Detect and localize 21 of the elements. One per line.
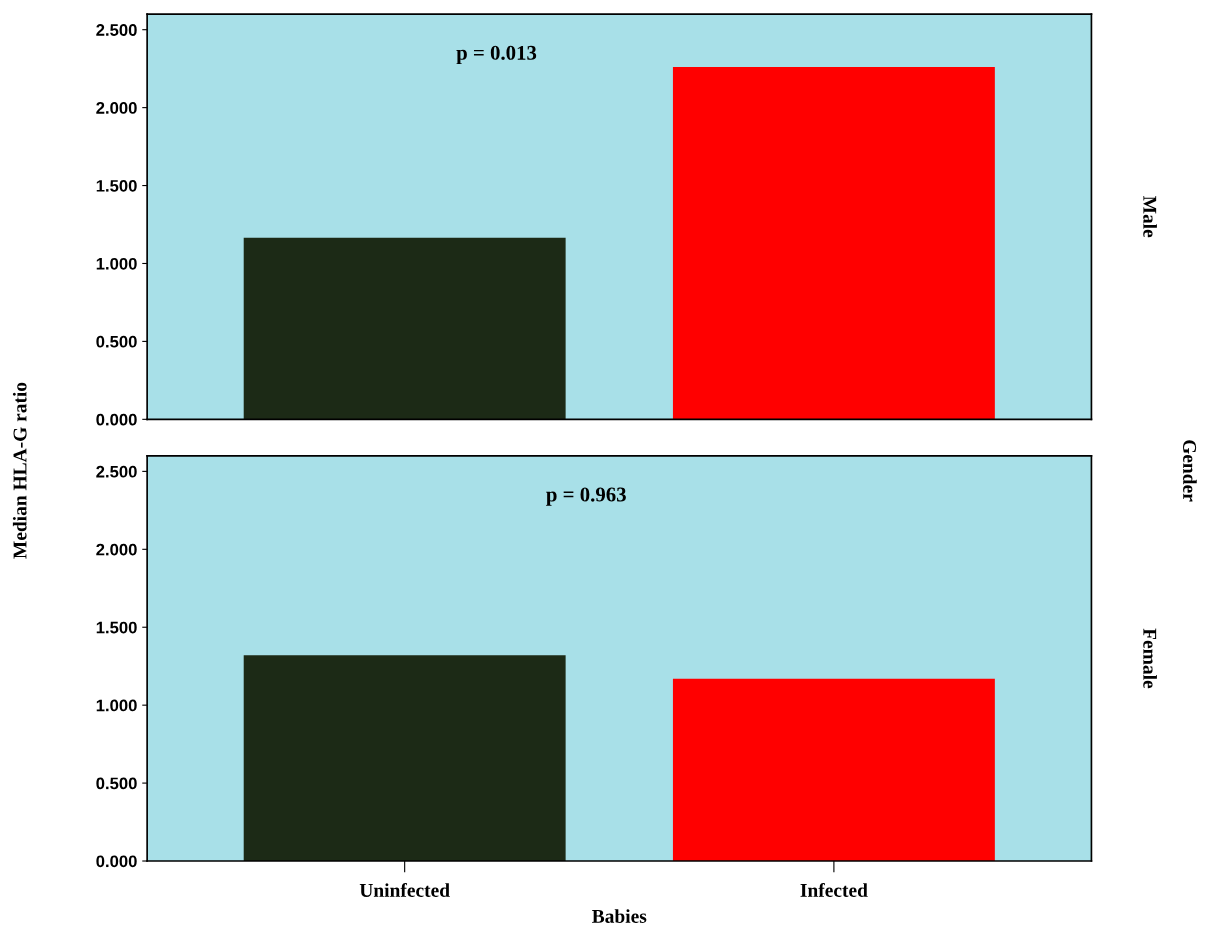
text: Gender — [1183, 440, 1197, 502]
y2-axis-title: Female — [1143, 628, 1157, 689]
y-tick-label: 1.000 — [96, 257, 137, 270]
y-tick-label: 1.500 — [96, 621, 137, 634]
y-tick-label: 2.500 — [96, 24, 137, 36]
annotation: p = 0.013 — [456, 45, 537, 65]
y-axis-title: Median HLA-G ratio — [12, 382, 27, 559]
y-tick-label: 2.000 — [96, 543, 137, 556]
y-tick-label: 0.500 — [96, 335, 137, 348]
y-tick-label: 2.500 — [96, 465, 137, 478]
y-tick-label: 0.000 — [96, 855, 137, 868]
y-tick-label: 0.000 — [96, 413, 137, 426]
y-tick-label: 1.000 — [96, 699, 137, 712]
y-tick-label: 2.000 — [96, 102, 137, 114]
y-tick-label: 0.500 — [96, 777, 137, 790]
annotation: p = 0.963 — [546, 487, 626, 506]
y2-axis-title: Male — [1143, 196, 1157, 238]
x-axis-title: Babies — [592, 909, 647, 923]
x-tick-label: Uninfected — [359, 883, 450, 897]
y-tick-label: 1.500 — [96, 179, 137, 192]
x-tick-label: Infected — [800, 883, 868, 897]
